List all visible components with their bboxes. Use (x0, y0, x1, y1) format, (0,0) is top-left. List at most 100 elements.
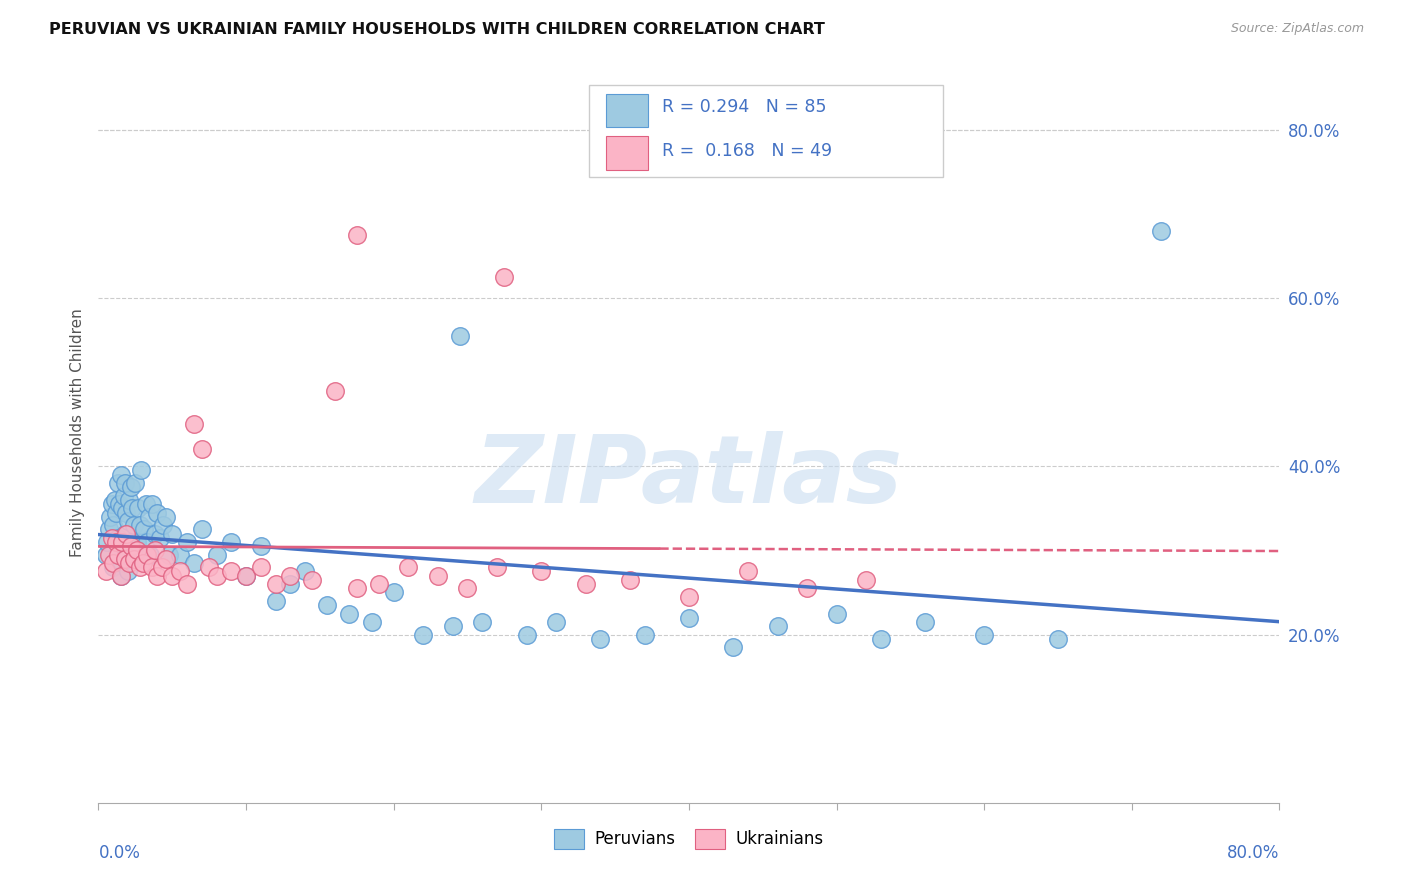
Point (1046, 632, 1070, 646)
Point (107, 548, 129, 562)
Point (94, 548, 117, 562)
Point (111, 501, 134, 516)
FancyBboxPatch shape (606, 94, 648, 128)
Point (125, 543, 148, 558)
Point (316, 598, 339, 612)
Point (118, 492, 141, 507)
Point (855, 573, 877, 587)
Point (132, 551, 155, 566)
Point (110, 568, 132, 582)
Point (766, 619, 789, 633)
Point (294, 565, 316, 579)
Point (155, 551, 177, 566)
Point (139, 548, 162, 562)
Legend: Peruvians, Ukrainians: Peruvians, Ukrainians (546, 821, 832, 857)
Point (457, 581, 479, 595)
Point (110, 535, 132, 549)
Point (128, 518, 150, 533)
Point (118, 556, 141, 570)
Point (97, 548, 120, 562)
Point (183, 417, 205, 432)
FancyBboxPatch shape (589, 85, 943, 178)
Point (301, 573, 323, 587)
Point (141, 497, 163, 511)
Point (264, 577, 287, 591)
Point (152, 518, 174, 533)
Point (103, 556, 125, 570)
Point (280, 568, 302, 582)
Point (221, 535, 243, 549)
FancyBboxPatch shape (606, 136, 648, 169)
Point (105, 551, 128, 566)
Point (678, 610, 700, 624)
Point (120, 539, 142, 553)
Point (117, 565, 139, 579)
Point (250, 560, 273, 574)
Point (205, 548, 228, 562)
Point (143, 526, 166, 541)
Point (103, 518, 125, 533)
Point (176, 535, 198, 549)
Point (146, 506, 169, 520)
Point (157, 548, 180, 562)
Point (128, 560, 150, 574)
Point (162, 526, 183, 541)
Point (221, 565, 243, 579)
Point (111, 535, 134, 549)
Point (169, 565, 191, 579)
Point (136, 535, 159, 549)
Point (825, 607, 848, 621)
Point (136, 548, 159, 562)
Point (1150, 224, 1173, 238)
Point (118, 548, 141, 562)
Point (100, 531, 122, 545)
Point (115, 526, 138, 541)
Point (124, 476, 146, 491)
Point (169, 548, 191, 562)
Point (120, 535, 142, 549)
Point (176, 577, 198, 591)
Point (973, 627, 995, 641)
Point (155, 509, 177, 524)
Point (141, 560, 163, 574)
Point (723, 640, 745, 655)
Point (121, 501, 143, 516)
Point (516, 627, 538, 641)
Point (150, 560, 173, 574)
Point (619, 573, 641, 587)
Point (494, 270, 516, 285)
Point (530, 565, 553, 579)
Point (398, 560, 420, 574)
Point (235, 568, 257, 582)
Point (105, 506, 128, 520)
Point (264, 594, 287, 608)
Point (441, 619, 464, 633)
Point (112, 543, 135, 558)
Point (138, 509, 160, 524)
Point (96, 535, 118, 549)
Point (108, 543, 131, 558)
Point (115, 548, 138, 562)
Point (110, 568, 132, 582)
Point (346, 227, 368, 242)
Point (125, 535, 148, 549)
Point (796, 581, 818, 595)
Text: Source: ZipAtlas.com: Source: ZipAtlas.com (1230, 22, 1364, 36)
Point (98, 509, 121, 524)
Point (382, 585, 405, 599)
Text: PERUVIAN VS UKRAINIAN FAMILY HOUSEHOLDS WITH CHILDREN CORRELATION CHART: PERUVIAN VS UKRAINIAN FAMILY HOUSEHOLDS … (49, 22, 825, 37)
Point (870, 632, 893, 646)
Point (111, 556, 134, 570)
Point (117, 514, 139, 528)
Text: 0.0%: 0.0% (98, 844, 141, 862)
Point (129, 463, 152, 477)
Point (105, 535, 128, 549)
Point (114, 551, 136, 566)
Point (100, 497, 122, 511)
Point (589, 632, 612, 646)
Point (412, 627, 434, 641)
Point (132, 556, 155, 570)
Point (360, 615, 382, 629)
Point (486, 560, 509, 574)
Text: 80.0%: 80.0% (1227, 844, 1279, 862)
